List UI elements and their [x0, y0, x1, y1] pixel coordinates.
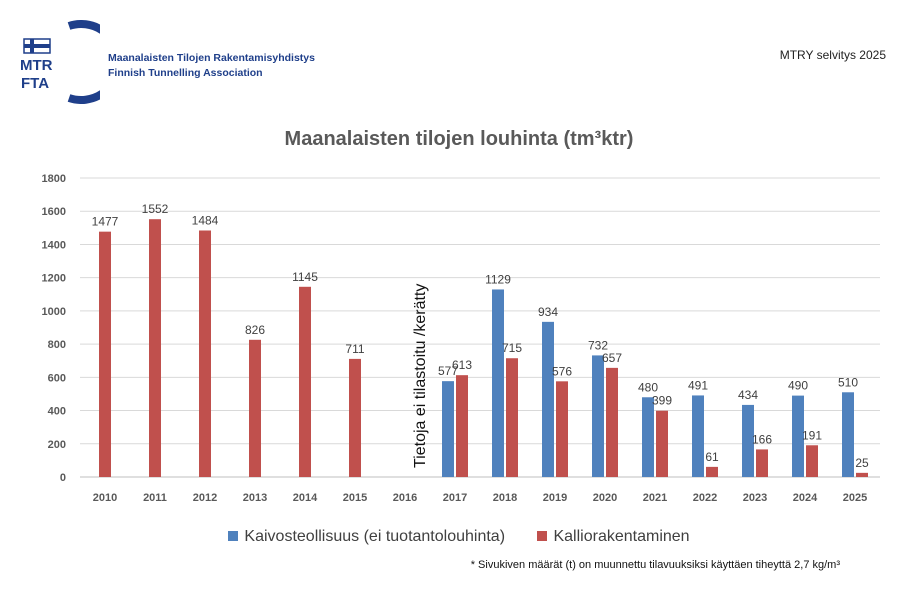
- report-label: MTRY selvitys 2025: [779, 48, 886, 62]
- data-label: 480: [638, 380, 658, 394]
- data-label: 61: [705, 450, 719, 464]
- legend-swatch-kallio: [537, 531, 548, 541]
- data-label: 191: [802, 428, 822, 442]
- org-name-en: Finnish Tunnelling Association: [108, 67, 263, 79]
- data-label: 1129: [485, 272, 511, 286]
- bar-kallio: [199, 230, 211, 477]
- y-tick-label: 1000: [42, 306, 66, 318]
- org-name: Maanalaisten Tilojen Rakentamisyhdistys …: [108, 51, 315, 81]
- legend-swatch-kaivos: [228, 531, 239, 541]
- x-tick-label: 2020: [593, 492, 617, 504]
- bar-kaivos: [742, 404, 754, 477]
- data-label: 711: [345, 342, 364, 356]
- bar-kallio: [856, 472, 868, 477]
- legend-item-kallio: Kalliorakentaminen: [537, 528, 690, 546]
- bar-kallio: [456, 375, 468, 477]
- bar-kaivos: [642, 397, 654, 477]
- y-tick-label: 400: [48, 406, 66, 418]
- data-label: 1145: [292, 270, 318, 284]
- bar-kallio: [299, 286, 311, 477]
- bar-kallio: [506, 358, 518, 477]
- bar-kallio: [349, 358, 361, 477]
- data-label: 491: [688, 378, 708, 392]
- y-tick-label: 1600: [42, 206, 66, 218]
- annotation-no-data: Tietoja ei tilastoitu /kerätty: [412, 284, 429, 468]
- bar-kallio: [706, 466, 718, 477]
- data-label: 657: [602, 351, 622, 365]
- data-label: 399: [652, 394, 672, 408]
- chart-title: Maanalaisten tilojen louhinta (tm³ktr): [284, 128, 634, 150]
- data-label: 1552: [142, 202, 169, 216]
- bar-kaivos: [492, 289, 504, 477]
- bar-kaivos: [792, 395, 804, 477]
- x-tick-label: 2024: [793, 492, 818, 504]
- bar-kaivos: [842, 392, 854, 477]
- x-tick-label: 2014: [293, 492, 318, 504]
- x-tick-label: 2023: [743, 492, 767, 504]
- y-tick-label: 1800: [42, 173, 66, 185]
- data-label: 613: [452, 358, 472, 372]
- finnish-flag-icon: [23, 38, 51, 54]
- bar-chart: 0 200 400 600 800 1000 1200 1400 1600 1800 2010 201…: [42, 173, 880, 504]
- x-tick-label: 2011: [143, 492, 167, 504]
- data-label: 166: [752, 432, 772, 446]
- data-label: 732: [588, 338, 608, 352]
- data-label: 1484: [192, 213, 219, 227]
- data-label: 934: [538, 305, 558, 319]
- logo-text-fta: FTA: [21, 75, 49, 92]
- x-tick-label: 2018: [493, 492, 517, 504]
- bar-kaivos: [592, 355, 604, 477]
- data-label: 577: [438, 364, 458, 378]
- data-label: 715: [502, 341, 522, 355]
- legend-item-kaivos: Kaivosteollisuus (ei tuotantolouhinta): [228, 528, 505, 546]
- y-tick-label: 0: [60, 472, 66, 484]
- bar-kaivos: [692, 395, 704, 477]
- y-tick-label: 1200: [42, 273, 66, 285]
- legend-label-kaivos: Kaivosteollisuus (ei tuotantolouhinta): [244, 528, 506, 545]
- bar-kallio: [249, 339, 261, 477]
- x-tick-label: 2013: [243, 492, 267, 504]
- bar-kallio: [656, 410, 668, 477]
- x-tick-label: 2017: [443, 492, 467, 504]
- bar-kaivos: [442, 381, 454, 477]
- data-label: 576: [552, 364, 572, 378]
- data-label: 510: [838, 375, 858, 389]
- chart-legend: Kaivosteollisuus (ei tuotantolouhinta) K…: [0, 528, 918, 546]
- bar-kallio: [99, 231, 111, 477]
- x-tick-label: 2016: [393, 492, 417, 504]
- bar-kallio: [556, 381, 568, 477]
- data-label: 490: [788, 379, 808, 393]
- x-tick-label: 2019: [543, 492, 567, 504]
- data-label: 434: [738, 388, 758, 402]
- x-tick-label: 2015: [343, 492, 367, 504]
- x-tick-label: 2025: [843, 492, 867, 504]
- bar-kallio: [806, 445, 818, 477]
- y-tick-label: 600: [48, 372, 66, 384]
- org-name-fi: Maanalaisten Tilojen Rakentamisyhdistys: [108, 52, 315, 64]
- bar-kallio: [606, 367, 618, 477]
- y-tick-label: 800: [48, 339, 66, 351]
- x-tick-label: 2022: [693, 492, 717, 504]
- bar-kallio: [756, 449, 768, 477]
- mtry-logo: MTR FTA: [20, 20, 100, 104]
- data-label: 1477: [92, 215, 119, 229]
- x-tick-label: 2010: [93, 492, 117, 504]
- y-tick-label: 200: [48, 439, 66, 451]
- x-tick-label: 2012: [193, 492, 217, 504]
- data-label: 25: [855, 456, 869, 470]
- bar-kallio: [149, 219, 161, 477]
- y-tick-label: 1400: [42, 239, 66, 251]
- data-label: 826: [245, 323, 265, 337]
- logo-text-mtr: MTR: [20, 57, 53, 74]
- x-tick-label: 2021: [643, 492, 667, 504]
- legend-label-kallio: Kalliorakentaminen: [553, 528, 690, 545]
- bar-kaivos: [542, 321, 554, 477]
- footnote: * Sivukiven määrät (t) on muunnettu tila…: [470, 559, 840, 571]
